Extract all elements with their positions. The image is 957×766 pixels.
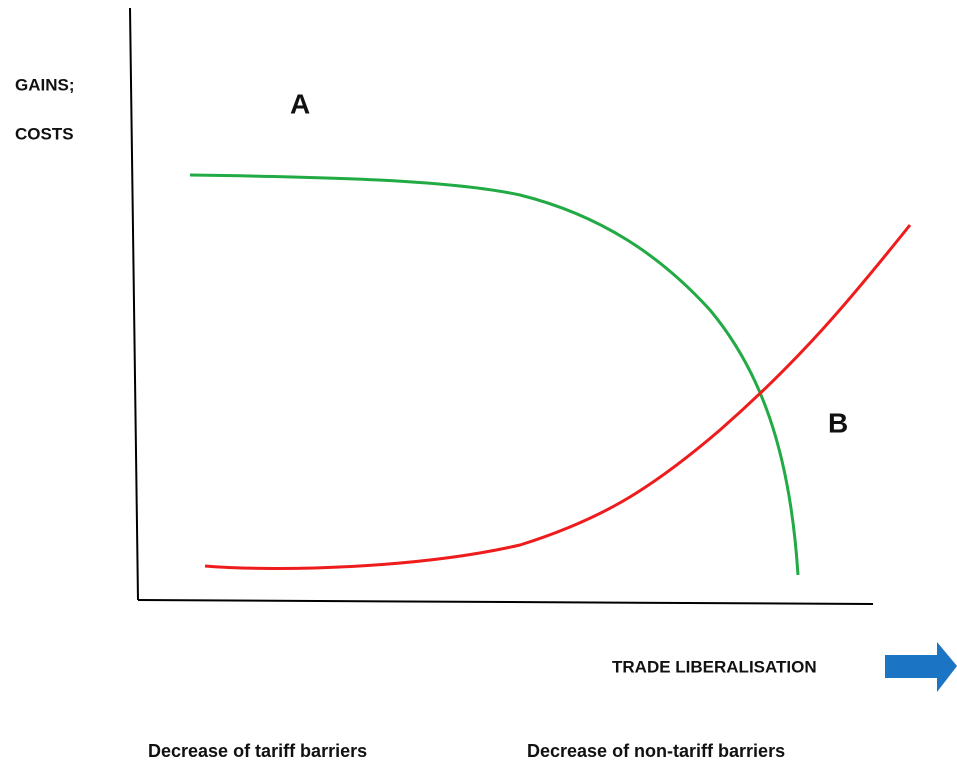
arrow — [885, 642, 957, 692]
x-axis — [137, 599, 874, 605]
phase-label: Decrease of tariff barriers — [148, 741, 367, 761]
region-label: B — [828, 407, 848, 438]
y-axis-label: COSTS — [15, 124, 74, 143]
y-axis-label: GAINS; — [15, 75, 75, 94]
y-axis — [129, 7, 139, 601]
region-label: A — [290, 88, 310, 119]
costs-curve — [204, 224, 912, 570]
x-axis-label: TRADE LIBERALISATION — [612, 657, 817, 676]
gains-curve — [189, 173, 800, 576]
phase-label: Decrease of non-tariff barriers — [527, 741, 785, 761]
